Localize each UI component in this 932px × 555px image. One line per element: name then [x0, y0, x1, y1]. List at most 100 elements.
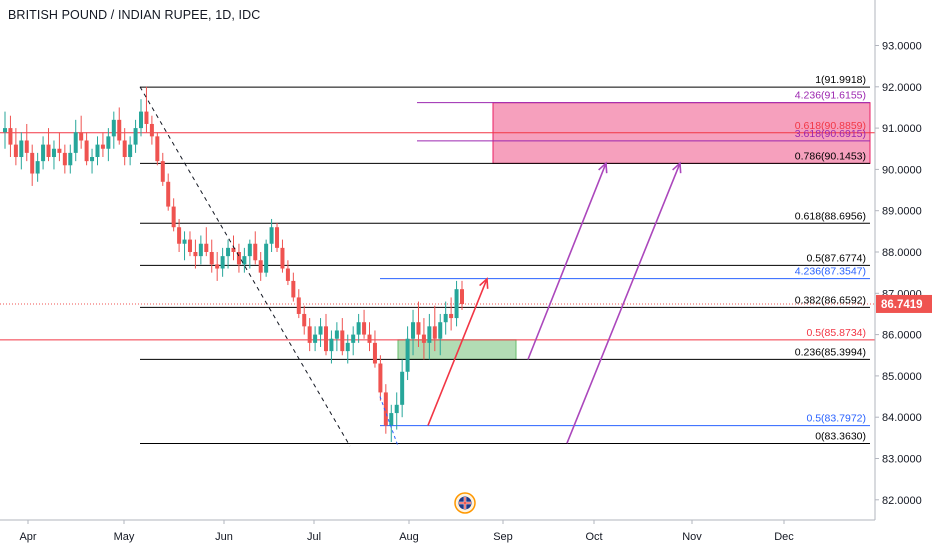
candle-body[interactable]: [19, 140, 24, 158]
candle-body[interactable]: [171, 206, 176, 228]
candle-body[interactable]: [226, 247, 231, 257]
candle-body[interactable]: [416, 322, 421, 335]
candle-body[interactable]: [323, 326, 328, 352]
candle-body[interactable]: [242, 256, 247, 265]
candle-body[interactable]: [193, 252, 198, 257]
candle-body[interactable]: [383, 392, 388, 426]
candle-body[interactable]: [160, 161, 165, 182]
candle-body[interactable]: [149, 123, 154, 137]
candle-body[interactable]: [291, 280, 296, 298]
price-tick-label: 86.0000: [882, 330, 922, 342]
candle-body[interactable]: [389, 413, 394, 426]
candle-body[interactable]: [231, 247, 236, 252]
candle-body[interactable]: [400, 371, 405, 405]
candle-body[interactable]: [405, 338, 410, 372]
time-tick-label: Jul: [307, 531, 321, 543]
candle-body[interactable]: [247, 243, 252, 257]
candle-body[interactable]: [128, 144, 133, 158]
dashed-trendline[interactable]: [139, 86, 351, 447]
candle-body[interactable]: [443, 313, 448, 323]
candle-body[interactable]: [296, 297, 301, 314]
candle-body[interactable]: [427, 326, 432, 343]
red-trend-arrow[interactable]: [427, 278, 488, 426]
candle-body[interactable]: [334, 330, 339, 339]
candle-body[interactable]: [30, 152, 35, 174]
candle-body[interactable]: [57, 148, 62, 153]
candle-body[interactable]: [367, 334, 372, 343]
candle-body[interactable]: [204, 243, 209, 252]
time-axis[interactable]: [0, 521, 875, 550]
candle-body[interactable]: [329, 338, 334, 352]
candle-body[interactable]: [8, 128, 13, 145]
candle-body[interactable]: [340, 330, 345, 352]
candle-body[interactable]: [166, 181, 171, 207]
candle-body[interactable]: [198, 243, 203, 257]
candle-body[interactable]: [307, 326, 312, 343]
candle-body[interactable]: [13, 144, 18, 158]
fib-level-label: 0.618(88.6956): [795, 210, 866, 222]
candle-body[interactable]: [264, 243, 269, 273]
candle-body[interactable]: [318, 326, 323, 335]
candle-body[interactable]: [209, 252, 214, 265]
candle-body[interactable]: [68, 152, 73, 166]
candle-body[interactable]: [79, 132, 84, 141]
candle-body[interactable]: [187, 239, 192, 252]
candle-body[interactable]: [90, 157, 95, 162]
candle-body[interactable]: [117, 119, 122, 141]
candle-body[interactable]: [449, 313, 454, 319]
candle-body[interactable]: [139, 111, 144, 129]
candle-body[interactable]: [438, 322, 443, 339]
candle-body[interactable]: [46, 144, 51, 158]
candle-body[interactable]: [372, 342, 377, 364]
candle-body[interactable]: [394, 404, 399, 414]
candle-body[interactable]: [269, 227, 274, 244]
candle-body[interactable]: [258, 260, 263, 273]
candle-body[interactable]: [177, 227, 182, 244]
candle-body[interactable]: [100, 144, 105, 149]
candle-body[interactable]: [351, 334, 356, 343]
candle-body[interactable]: [313, 334, 318, 343]
candle-body[interactable]: [3, 128, 7, 133]
candle-body[interactable]: [106, 136, 111, 149]
candle-body[interactable]: [302, 313, 307, 327]
candle-body[interactable]: [275, 227, 280, 248]
candle-body[interactable]: [62, 152, 67, 166]
candle-body[interactable]: [460, 289, 464, 305]
candle-body[interactable]: [35, 161, 40, 174]
candle-body[interactable]: [182, 239, 187, 244]
price-axis[interactable]: [875, 0, 932, 520]
candle-body[interactable]: [73, 132, 78, 153]
candle-body[interactable]: [362, 322, 367, 335]
time-tick-label: Sep: [493, 531, 513, 543]
price-tick-label: 91.0000: [882, 123, 922, 135]
candle-body[interactable]: [285, 268, 290, 281]
support-zone[interactable]: [397, 339, 517, 360]
candle-body[interactable]: [345, 342, 350, 352]
candle-body[interactable]: [215, 264, 220, 269]
candle-body[interactable]: [253, 243, 258, 261]
candle-body[interactable]: [133, 128, 138, 145]
candle-body[interactable]: [411, 322, 416, 339]
candle-body[interactable]: [41, 144, 46, 162]
dashed-trendline-short[interactable]: [379, 396, 399, 447]
candle-body[interactable]: [356, 322, 361, 335]
candle-body[interactable]: [432, 326, 437, 339]
candle-body[interactable]: [280, 247, 285, 269]
candle-body[interactable]: [236, 252, 241, 265]
candle-body[interactable]: [155, 136, 160, 162]
candle-body[interactable]: [378, 363, 383, 393]
candle-body[interactable]: [24, 140, 29, 153]
candle-body[interactable]: [122, 140, 127, 158]
candle-body[interactable]: [51, 148, 56, 158]
candle-body[interactable]: [111, 119, 116, 137]
candle-body[interactable]: [220, 256, 225, 269]
candle-body[interactable]: [421, 334, 426, 343]
purple-projection-arrow[interactable]: [566, 162, 681, 444]
candle-body[interactable]: [144, 111, 149, 124]
candle-body[interactable]: [95, 144, 100, 158]
candle-body[interactable]: [84, 140, 89, 162]
purple-projection-arrow[interactable]: [527, 162, 607, 360]
candle-body[interactable]: [454, 289, 459, 319]
